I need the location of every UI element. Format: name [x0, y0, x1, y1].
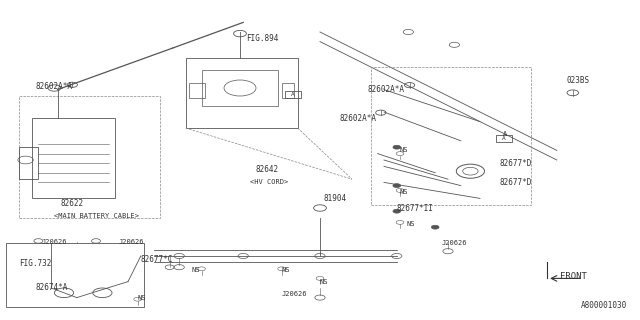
Text: 82602A*A: 82602A*A: [35, 82, 72, 91]
Circle shape: [393, 209, 401, 213]
Text: 82602A*A: 82602A*A: [368, 85, 405, 94]
Text: NS: NS: [282, 268, 290, 273]
Text: <HV CORD>: <HV CORD>: [250, 180, 288, 185]
Bar: [19, 147, 38, 179]
Bar: [282, 83, 294, 98]
Bar: [32, 118, 115, 198]
Text: 82677*D: 82677*D: [499, 178, 532, 187]
Text: <MAIN BATTERY CABLE>: <MAIN BATTERY CABLE>: [54, 213, 140, 219]
Text: A: A: [502, 136, 506, 141]
Circle shape: [431, 225, 439, 229]
Bar: [285, 91, 301, 98]
Text: 82642: 82642: [256, 165, 279, 174]
Text: 82677*C: 82677*C: [141, 255, 173, 264]
Text: NS: NS: [320, 279, 328, 284]
Bar: [202, 70, 278, 106]
Bar: [189, 83, 205, 98]
Text: NS: NS: [192, 268, 200, 273]
Bar: [19, 96, 160, 218]
Text: NS: NS: [400, 148, 408, 153]
Text: FIG.732: FIG.732: [19, 260, 52, 268]
Text: J20626: J20626: [42, 239, 67, 244]
Text: 82602A*A: 82602A*A: [339, 114, 376, 123]
Text: 82677*D: 82677*D: [499, 159, 532, 168]
Circle shape: [393, 145, 401, 149]
Text: NS: NS: [400, 189, 408, 195]
Text: J20626: J20626: [118, 239, 144, 244]
Bar: [371, 67, 531, 205]
Text: NS: NS: [138, 295, 146, 300]
Bar: [496, 135, 512, 142]
Bar: [186, 58, 298, 128]
Text: A: A: [502, 132, 507, 137]
Text: J20626: J20626: [442, 240, 467, 246]
Circle shape: [393, 184, 401, 188]
Text: 023BS: 023BS: [566, 76, 589, 84]
Text: A800001030: A800001030: [581, 301, 627, 310]
Text: 82674*A: 82674*A: [35, 284, 68, 292]
Text: FRONT: FRONT: [560, 272, 587, 281]
Text: J20626: J20626: [282, 292, 307, 297]
Bar: [6, 243, 144, 307]
Text: FIG.894: FIG.894: [246, 34, 279, 43]
Text: A: A: [291, 92, 294, 97]
Text: 81904: 81904: [323, 194, 346, 203]
Text: 82622: 82622: [61, 199, 84, 208]
Text: 82677*II: 82677*II: [397, 204, 434, 212]
Text: NS: NS: [406, 221, 415, 227]
